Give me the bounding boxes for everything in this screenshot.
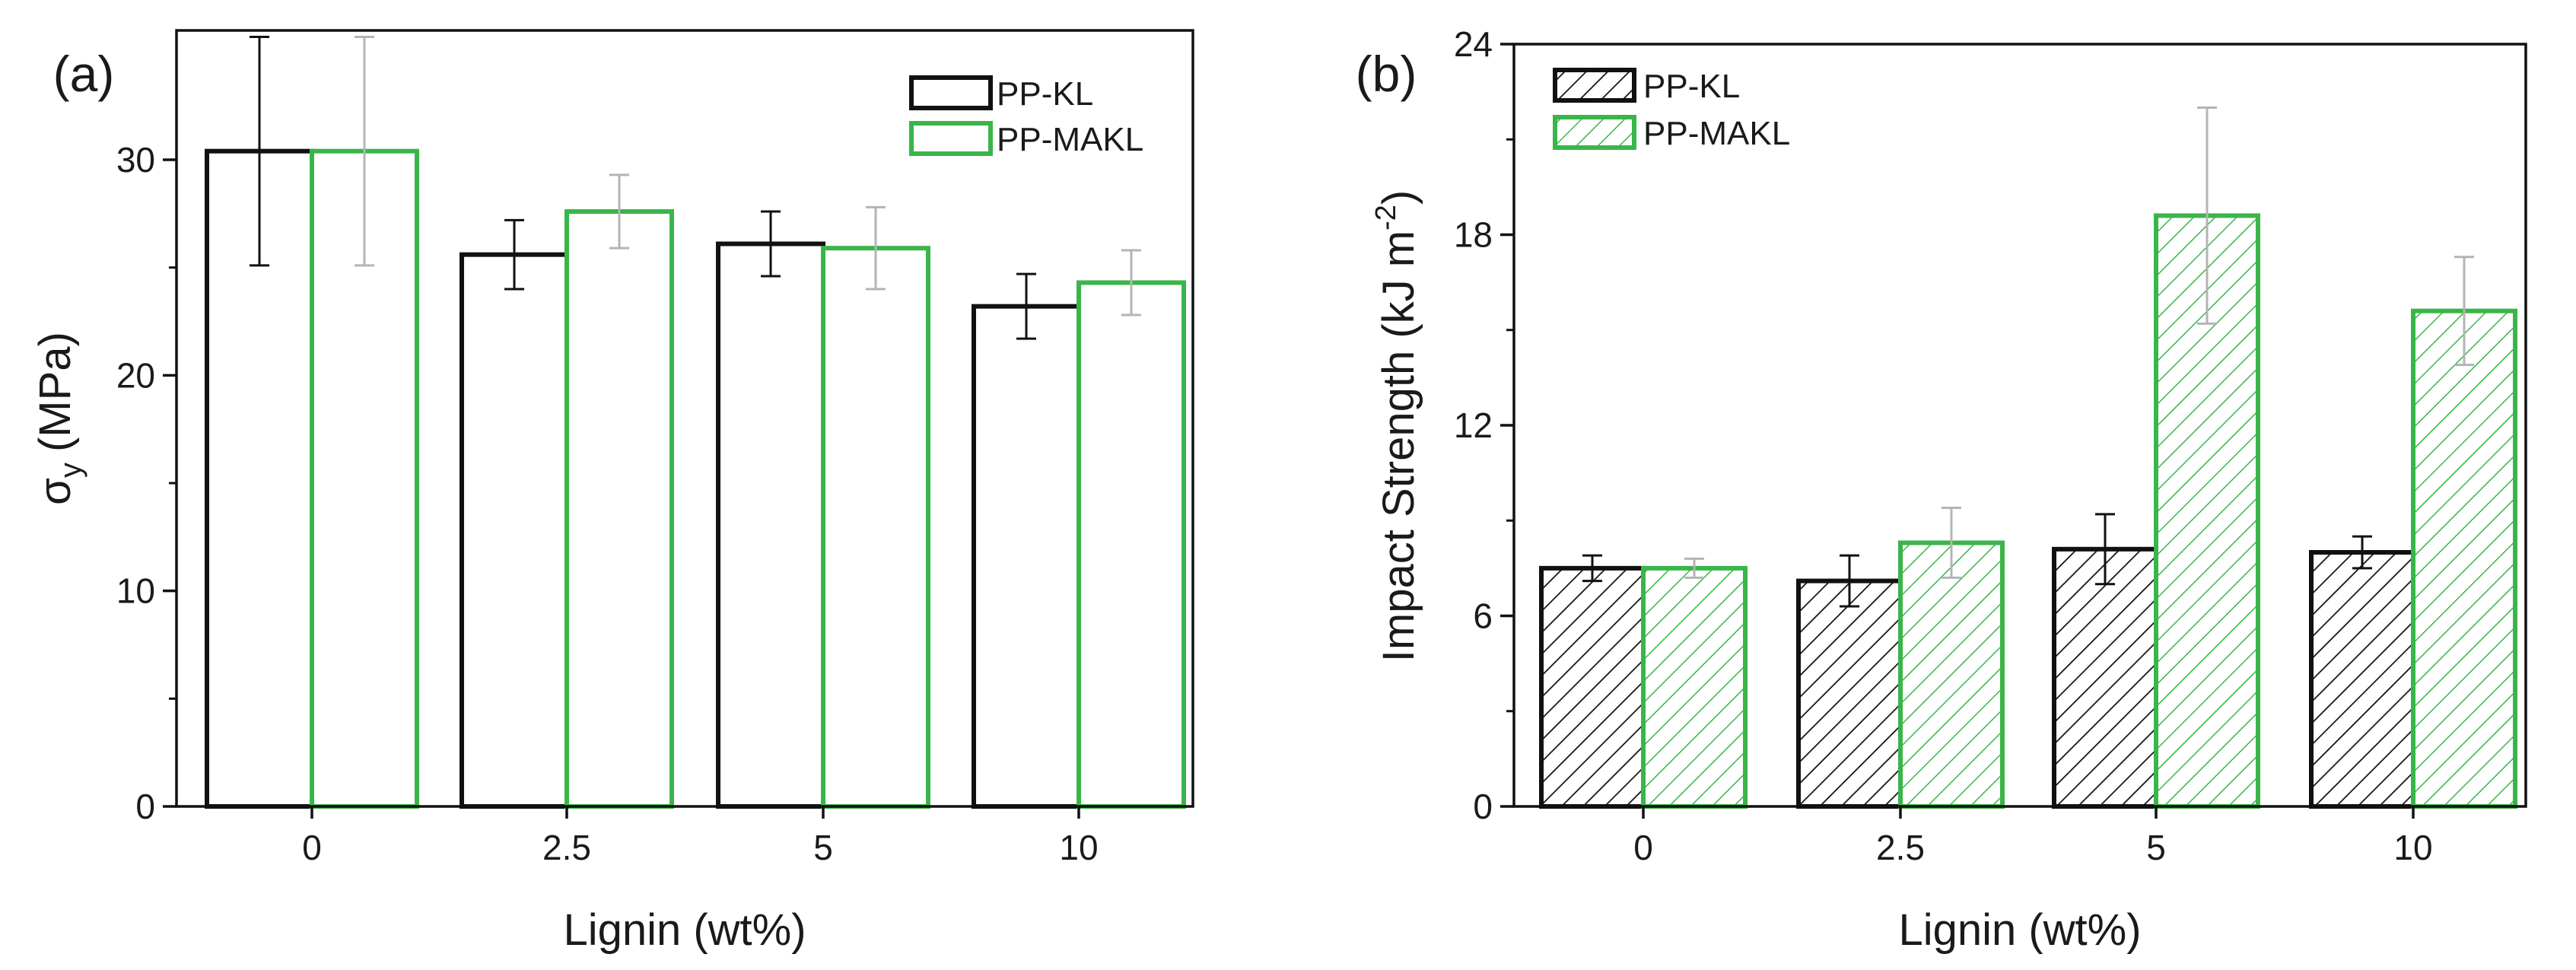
panel-b-ylabel-main: Impact Strength (kJ m [1374, 231, 1423, 662]
bar-pp-kl [460, 252, 569, 809]
panel-a-ylabel-unit: (MPa) [30, 332, 80, 452]
bar-pp-kl [2309, 550, 2415, 809]
panel-a-legend-label-kl: PP-KL [997, 75, 1093, 113]
y-tick-label: 24 [1454, 24, 1493, 64]
panel-b-legend-swatch-kl [1553, 68, 1636, 103]
y-tick-label: 12 [1454, 405, 1493, 445]
bar-pp-makl [821, 246, 930, 809]
x-tick-label: 0 [302, 828, 322, 867]
panel-a-ylabel: σy (MPa) [30, 332, 87, 505]
panel-b-legend-swatch-makl [1553, 115, 1636, 150]
bar-pp-makl [564, 209, 674, 809]
panel-a-ylabel-sigma: σ [30, 478, 80, 505]
panel-b-ylabel: Impact Strength (kJ m-2) [1370, 190, 1423, 662]
panel-b-yticks: 0 6 12 18 24 [1454, 24, 1514, 826]
panel-a-legend-label-makl: PP-MAKL [997, 121, 1143, 158]
panel-b-xlabel: Lignin (wt%) [1898, 905, 2141, 955]
x-tick-label: 5 [813, 828, 833, 867]
panel-a-legend-swatch-kl [909, 75, 993, 110]
bar-pp-makl [1077, 280, 1186, 809]
y-tick-label: 10 [116, 571, 155, 611]
x-tick-label: 0 [1633, 828, 1653, 867]
panel-a-legend: PP-KL PP-MAKL [909, 75, 1143, 158]
y-tick-label: 18 [1454, 215, 1493, 255]
x-tick-label: 5 [2146, 828, 2166, 867]
x-tick-label: 2.5 [1876, 828, 1925, 867]
panel-a-xticks: 0 2.5 5 10 [302, 806, 1099, 867]
bar-pp-makl [2411, 308, 2517, 809]
panel-b-legend: PP-KL PP-MAKL [1553, 68, 1790, 152]
panel-a-ylabel-sub: y [54, 463, 87, 478]
panel-b-legend-label-kl: PP-KL [1643, 68, 1740, 105]
x-tick-label: 10 [2393, 828, 2432, 867]
y-tick-label: 0 [135, 787, 155, 826]
x-tick-label: 2.5 [542, 828, 591, 867]
panel-a: (a) 0 10 20 30 0 2.5 5 10 Lignin (wt%) σy (MPa)… [30, 29, 1194, 955]
bar-pp-kl [1796, 578, 1903, 809]
panel-a-label: (a) [53, 46, 115, 102]
panel-b: (b) 0 6 12 18 24 0 2.5 5 10 Lignin (wt%) Impact… [1356, 24, 2527, 955]
panel-b-label: (b) [1356, 46, 1417, 102]
bar-pp-kl [716, 241, 825, 809]
panel-a-xlabel: Lignin (wt%) [563, 905, 806, 955]
panel-b-ylabel-sup: -2 [1370, 205, 1402, 231]
bar-pp-makl [1641, 565, 1748, 809]
panel-b-legend-label-makl: PP-MAKL [1643, 115, 1790, 152]
panel-b-ylabel-tail: ) [1374, 190, 1423, 205]
bar-pp-kl [1539, 565, 1646, 809]
bar-pp-kl [2052, 546, 2158, 809]
y-tick-label: 20 [116, 355, 155, 395]
panel-a-legend-swatch-makl [909, 121, 993, 156]
y-tick-label: 30 [116, 140, 155, 180]
x-tick-label: 10 [1059, 828, 1098, 867]
panel-a-frame [175, 29, 1194, 808]
panel-b-xticks: 0 2.5 5 10 [1633, 806, 2433, 867]
y-tick-label: 6 [1473, 596, 1493, 636]
y-tick-label: 0 [1473, 787, 1493, 826]
bar-pp-kl [972, 304, 1081, 809]
panel-a-yticks: 0 10 20 30 [116, 140, 177, 826]
panel-b-plot [1539, 107, 2517, 809]
bar-pp-makl [1898, 540, 2005, 809]
